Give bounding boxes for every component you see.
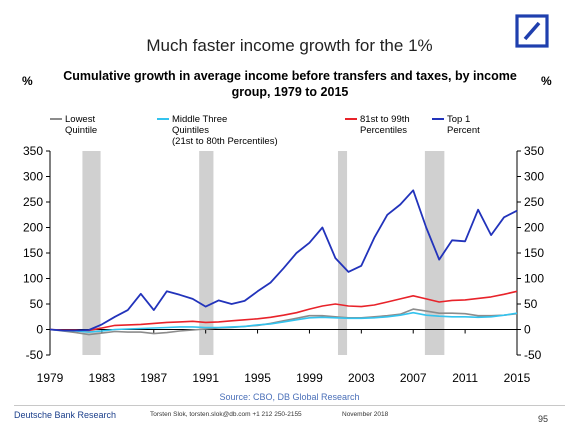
logo-slash [523,21,541,41]
y-tick-label-left: 0 [36,323,43,337]
x-tick-label: 1979 [37,371,64,385]
income-growth-chart: -50 -50 0 0 50 50 100 100 150 150 200 200 250 250 300 3… [23,114,544,385]
recession-band [199,151,214,355]
slide-title: Much faster income growth for the 1% [146,36,433,55]
x-tick-label: 1983 [89,371,116,385]
chart-axes: -50 -50 0 0 50 50 100 100 150 150 200 200 250 250 300 3… [23,144,544,385]
x-tick-label: 2015 [504,371,531,385]
legend-label-middle: Quintiles [172,125,209,136]
x-tick-label: 2003 [348,371,375,385]
x-tick-label: 1987 [140,371,167,385]
legend-label-middle: Middle Three [172,114,227,125]
series-line-top1 [49,189,518,332]
y-tick-label-left: 150 [23,246,43,260]
y-tick-label-left: 300 [23,170,43,184]
x-tick-label: 1991 [192,371,219,385]
y-tick-label-right: 100 [524,272,544,286]
legend-label-upper: Percentiles [360,125,407,136]
series-line-middle [49,311,518,333]
x-tick-label: 2011 [452,371,478,385]
chart-series [49,189,518,336]
page-number: 95 [538,414,549,424]
logo-frame [515,14,549,48]
y-axis-unit-right: % [541,74,552,88]
y-tick-label-right: 50 [524,297,538,311]
y-tick-label-right: 150 [524,246,544,260]
x-tick-label: 1995 [244,371,271,385]
y-tick-label-left: 350 [23,144,43,158]
y-axis-unit-left: % [22,74,33,88]
series-line-upper [49,290,518,332]
deutsche-bank-logo-icon [515,14,549,48]
legend-label-top1: Percent [447,125,480,136]
y-tick-label-left: 100 [23,272,43,286]
legend-label-middle: (21st to 80th Percentiles) [172,136,278,147]
recession-band [424,151,445,355]
y-tick-label-left: 200 [23,221,43,235]
y-tick-label-right: 0 [524,323,531,337]
legend-label-lowest: Lowest [65,114,95,125]
y-tick-label-right: 200 [524,221,544,235]
y-tick-label-right: -50 [524,348,542,362]
x-tick-label: 2007 [400,371,427,385]
source-note: Source: CBO, DB Global Research [219,392,360,402]
y-tick-label-right: 350 [524,144,544,158]
y-tick-label-left: 50 [30,297,44,311]
y-tick-label-left: 250 [23,195,43,209]
footer-brand: Deutsche Bank Research [14,410,117,420]
x-tick-label: 1999 [296,371,323,385]
recession-band [337,151,348,355]
y-tick-label-right: 300 [524,170,544,184]
legend-label-upper: 81st to 99th [360,114,410,125]
footer-divider [14,405,565,406]
y-tick-label-left: -50 [26,348,44,362]
footer-contact: Torsten Slok, torsten.slok@db.com +1 212… [150,411,302,418]
footer-date: November 2018 [342,411,389,418]
recession-band [82,151,101,355]
y-tick-label-right: 250 [524,195,544,209]
chart-title: Cumulative growth in average income befo… [63,69,517,99]
legend-label-lowest: Quintile [65,125,97,136]
series-line-lowest [49,308,518,336]
legend-label-top1: Top 1 [447,114,470,125]
